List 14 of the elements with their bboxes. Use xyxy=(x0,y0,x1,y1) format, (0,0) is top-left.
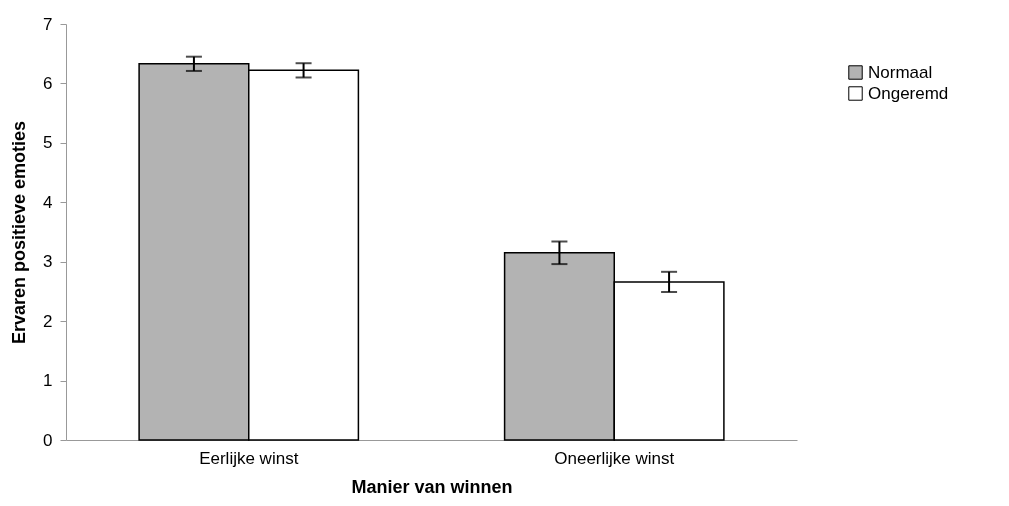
legend-label: Normaal xyxy=(868,62,933,82)
x-tick-label: Oneerlijke winst xyxy=(554,448,675,468)
y-tick-label: 5 xyxy=(43,133,53,153)
y-tick-label: 6 xyxy=(43,73,53,93)
y-tick-label: 2 xyxy=(43,311,53,331)
y-tick-label: 3 xyxy=(43,252,53,272)
y-axis-title: Ervaren positieve emoties xyxy=(9,120,30,345)
y-tick-label: 0 xyxy=(43,430,53,450)
y-tick-label: 7 xyxy=(43,14,53,34)
legend-label: Ongeremd xyxy=(868,83,949,103)
x-axis-title: Manier van winnen xyxy=(351,476,513,497)
x-tick-label: Eerlijke winst xyxy=(199,448,299,468)
y-tick-label: 1 xyxy=(43,371,53,391)
y-tick-label: 4 xyxy=(43,192,53,212)
